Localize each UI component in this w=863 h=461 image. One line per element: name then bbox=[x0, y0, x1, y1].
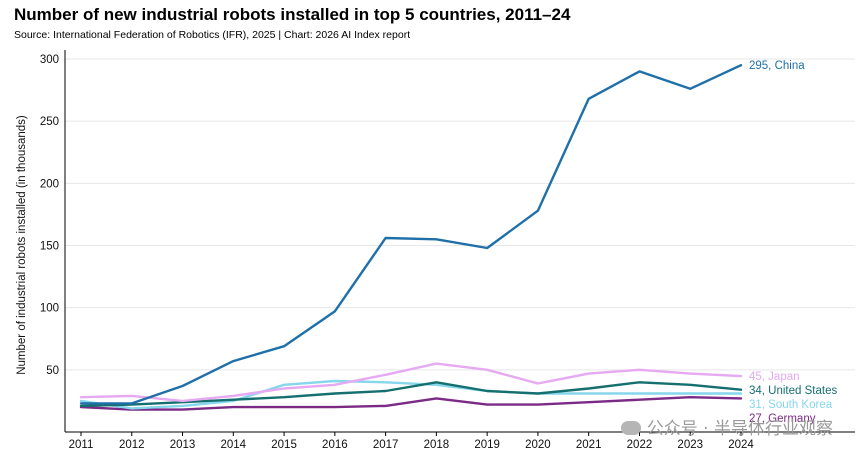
x-tick-label: 2013 bbox=[170, 439, 196, 451]
x-tick-label: 2015 bbox=[271, 439, 297, 451]
x-tick-label: 2022 bbox=[627, 439, 653, 451]
series-line-china bbox=[79, 63, 743, 405]
x-tick-label: 2011 bbox=[69, 439, 94, 451]
x-tick-label: 2016 bbox=[322, 439, 348, 451]
series-line-japan bbox=[79, 362, 743, 403]
end-label-japan: 45, Japan bbox=[749, 371, 800, 383]
x-tick-label: 2020 bbox=[525, 439, 551, 451]
y-axis-ticks: 50 100 150 200 250 300 bbox=[40, 54, 59, 377]
y-axis-label: Number of industrial robots installed (i… bbox=[16, 115, 28, 375]
y-tick-label: 100 bbox=[40, 303, 59, 315]
watermark: 公众号 · 半导体行业观察 bbox=[620, 414, 833, 439]
x-tick-label: 2023 bbox=[677, 439, 703, 451]
chart-subtitle: Source: International Federation of Robo… bbox=[14, 29, 411, 41]
end-label-germany: 27, Germany bbox=[749, 413, 816, 425]
y-tick-label: 250 bbox=[40, 116, 59, 128]
chart-title: Number of new industrial robots installe… bbox=[14, 5, 571, 24]
x-tick-label: 2012 bbox=[119, 439, 145, 451]
y-tick-label: 300 bbox=[40, 54, 59, 66]
x-tick-label: 2018 bbox=[424, 439, 450, 451]
end-label-south-korea: 31, South Korea bbox=[749, 399, 833, 411]
end-label-united-states: 34, United States bbox=[749, 385, 837, 397]
y-tick-label: 200 bbox=[40, 178, 59, 190]
x-tick-label: 2014 bbox=[221, 439, 247, 451]
grid-lines bbox=[65, 58, 855, 371]
wechat-icon bbox=[620, 421, 641, 435]
series-line-germany bbox=[79, 396, 743, 411]
series-line-south-korea bbox=[79, 379, 743, 410]
x-tick-label: 2024 bbox=[728, 439, 754, 451]
series-lines bbox=[79, 63, 743, 411]
x-tick-label: 2021 bbox=[576, 439, 602, 451]
x-tick-label: 2017 bbox=[373, 439, 399, 451]
y-tick-label: 50 bbox=[46, 365, 59, 377]
axes bbox=[64, 50, 855, 433]
y-tick-label: 150 bbox=[40, 241, 59, 253]
x-axis-ticks: 2011 2012 2013 2014 2015 2016 2017 2018 2019 2020… bbox=[69, 432, 754, 451]
series-line-united-states bbox=[79, 381, 743, 408]
series-end-labels: 295, China 45, Japan 34, United States 31, … bbox=[749, 60, 837, 425]
watermark-text: 公众号 · 半导体行业观察 bbox=[646, 419, 833, 439]
end-label-china: 295, China bbox=[749, 60, 805, 72]
x-tick-label: 2019 bbox=[474, 439, 500, 451]
